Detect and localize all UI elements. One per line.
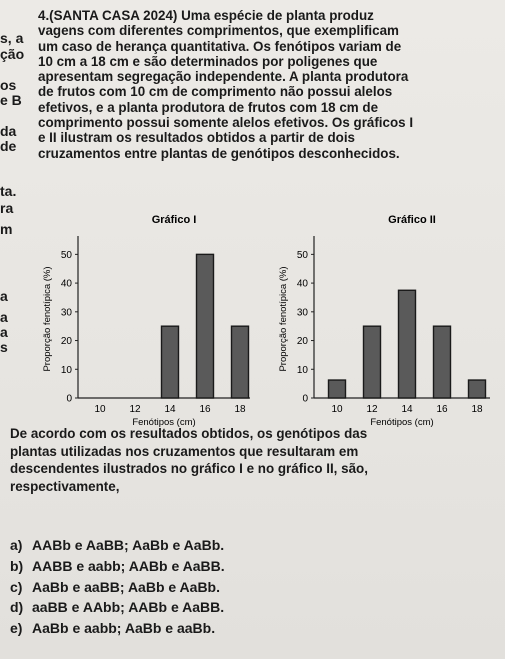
x-tick-label: 12 (129, 404, 141, 415)
margin-fragment: ra (0, 200, 14, 216)
y-tick-label: 40 (61, 279, 73, 290)
x-tick-label: 10 (94, 404, 106, 415)
margin-fragment: s (0, 339, 8, 355)
x-tick-label: 16 (199, 404, 211, 415)
y-tick-label: 30 (61, 307, 73, 318)
y-tick-label: 10 (61, 365, 73, 376)
question-line: descendentes ilustrados no gráfico I e n… (10, 461, 368, 476)
stem-line: apresentam segregação independente. A pl… (38, 69, 409, 85)
x-axis-label: Fenótipos (cm) (132, 417, 195, 428)
stem-line: vagens com diferentes comprimentos, que … (38, 23, 399, 39)
stem-line: comprimento possui somente alelos efetiv… (38, 115, 414, 131)
question-stem: 4.(SANTA CASA 2024) Uma espécie de plant… (38, 8, 500, 161)
chart-grafico-1-svg: Gráfico I 0 10 20 30 40 50 10 12 14 16 18 Fenótipos … (42, 214, 250, 428)
x-tick-label: 10 (331, 404, 343, 415)
margin-fragment: ção (0, 46, 25, 62)
option-c[interactable]: c) AaBb e aaBB; AaBb e AaBb. (10, 577, 490, 598)
x-tick-label: 18 (234, 404, 246, 415)
stem-line: e II ilustram os resultados obtidos a pa… (38, 130, 355, 146)
y-tick-label: 0 (302, 394, 308, 405)
margin-fragment: da (0, 123, 17, 139)
answer-options: a) AABb e AaBB; AaBb e AaBb. b) AABB e aab… (10, 535, 490, 639)
margin-fragment: a (0, 324, 8, 340)
option-letter: d) (10, 599, 24, 616)
chart-grafico-2: Gráfico II 0 10 20 30 40 50 10 12 14 16 18 Fenótipos… (272, 212, 500, 428)
option-text: AaBb e aabb; AaBb e aaBb. (32, 620, 216, 637)
question-line: respectivamente, (10, 478, 120, 494)
option-e[interactable]: e) AaBb e aabb; AaBb e aaBb. (10, 618, 490, 639)
y-tick-label: 20 (297, 336, 309, 347)
margin-fragment: a (0, 309, 8, 325)
margin-fragment: de (0, 138, 17, 154)
x-tick-label: 18 (471, 404, 483, 415)
y-tick-label: 50 (61, 250, 73, 261)
stem-line: efetivos, e a planta produtora de frutos… (38, 99, 379, 115)
bar (397, 289, 417, 399)
stem-line: 10 cm a 18 cm e são determinados por pol… (38, 53, 378, 69)
y-tick-label: 50 (297, 250, 309, 261)
stem-line: de frutos com 10 cm de comprimento não p… (38, 84, 393, 100)
option-d[interactable]: d) aaBB e AAbb; AABb e AaBB. (10, 597, 490, 618)
margin-fragment: a (0, 288, 8, 304)
chart-title: Gráfico II (388, 214, 436, 226)
bar (195, 253, 215, 399)
question-prompt: De acordo com os resultados obtidos, os … (10, 425, 498, 495)
chart-grafico-2-svg: Gráfico II 0 10 20 30 40 50 10 12 14 16 18 Fenótipos… (278, 214, 490, 428)
bar (432, 325, 452, 399)
x-tick-label: 14 (401, 404, 413, 415)
y-tick-label: 40 (297, 279, 309, 290)
option-letter: c) (10, 578, 23, 595)
bar (467, 379, 487, 399)
y-tick-label: 0 (66, 394, 72, 405)
chart-title: Gráfico I (152, 214, 197, 226)
x-axis-label: Fenótipos (cm) (370, 417, 433, 428)
option-text: AaBb e aaBB; AaBb e AaBb. (32, 578, 221, 595)
y-tick-label: 30 (297, 307, 309, 318)
option-text: AABB e aabb; AABb e AaBB. (32, 557, 225, 574)
x-tick-label: 12 (366, 404, 378, 415)
stem-line: cruzamentos entre plantas de genótipos d… (38, 145, 400, 161)
margin-fragment: ta. (0, 183, 17, 199)
question-line: plantas utilizadas nos cruzamentos que r… (10, 443, 359, 459)
option-b[interactable]: b) AABB e aabb; AABb e AaBB. (10, 556, 490, 577)
bar (230, 325, 250, 399)
option-letter: b) (10, 557, 24, 574)
y-axis-label: Proporção fenotípica (%) (278, 266, 289, 371)
option-a[interactable]: a) AABb e AaBB; AaBb e AaBb. (10, 535, 490, 556)
question-line: De acordo com os resultados obtidos, os … (10, 426, 368, 441)
option-letter: e) (10, 620, 23, 637)
option-text: AABb e AaBB; AaBb e AaBb. (32, 537, 225, 553)
bar (327, 379, 347, 399)
x-tick-label: 16 (436, 404, 448, 415)
margin-fragment: s, a (0, 30, 24, 46)
option-text: aaBB e AAbb; AABb e AaBB. (32, 599, 225, 616)
option-letter: a) (10, 537, 23, 553)
chart-grafico-1: Gráfico I 0 10 20 30 40 50 10 12 14 16 18 Fenótipos … (30, 212, 262, 428)
bar (362, 325, 382, 399)
stem-line: um caso de herança quantitativa. Os fenó… (38, 38, 402, 54)
margin-fragment: e B (0, 92, 22, 108)
margin-fragment: m (0, 221, 13, 237)
y-tick-label: 20 (61, 336, 73, 347)
x-tick-label: 14 (164, 404, 176, 415)
margin-fragment: os (0, 77, 17, 93)
stem-line: 4.(SANTA CASA 2024) Uma espécie de plant… (38, 8, 374, 23)
bar (160, 325, 180, 399)
y-tick-label: 10 (297, 365, 309, 376)
y-axis-label: Proporção fenotípica (%) (42, 266, 53, 371)
